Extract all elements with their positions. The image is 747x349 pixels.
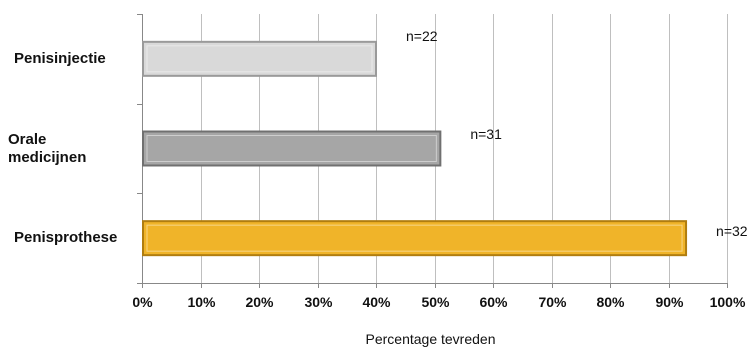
category-label: Orale medicijnen [8, 130, 87, 166]
x-tick-label: 30% [304, 294, 333, 310]
category-label: Penisprothese [14, 229, 118, 247]
x-tick-label: 0% [132, 294, 153, 310]
x-tick-label: 40% [362, 294, 391, 310]
x-tick-label: 20% [245, 294, 274, 310]
x-tick-label: 60% [479, 294, 508, 310]
x-tick-label: 80% [596, 294, 625, 310]
x-tick-label: 10% [187, 294, 216, 310]
bars [142, 40, 688, 257]
bar-highlight [146, 135, 437, 162]
bar-highlight [146, 45, 373, 73]
x-tick-label: 100% [710, 294, 746, 310]
x-axis-title: Percentage tevreden [0, 331, 747, 347]
sample-size-label: n=32 [716, 223, 747, 240]
x-tick-label: 50% [421, 294, 450, 310]
x-axis-title-text: Percentage tevreden [365, 331, 496, 347]
sample-size-label: n=31 [470, 125, 502, 142]
bar-highlight [146, 224, 683, 252]
x-tick-label: 70% [538, 294, 567, 310]
bar [142, 220, 688, 257]
bar [142, 40, 377, 77]
category-label: Penisinjectie [14, 49, 106, 67]
x-tick-labels: 0% 10% 20% 30% 40% 50% 60% 70% 80% 90% 100% [132, 294, 746, 310]
x-tick-label: 90% [655, 294, 684, 310]
sample-size-label: n=22 [406, 27, 438, 44]
bar [142, 130, 442, 167]
